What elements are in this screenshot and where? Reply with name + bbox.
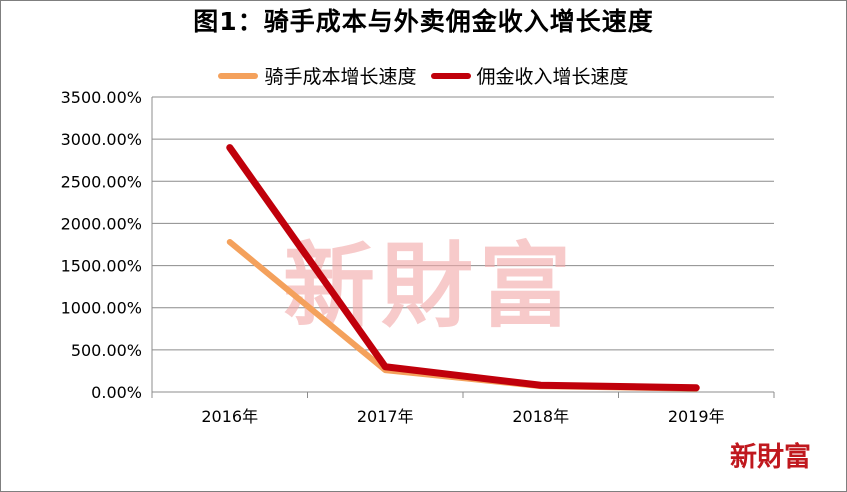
x-tick-label: 2018年 [512,407,569,426]
legend-swatch-rider-cost [218,72,259,79]
watermark-logo-corner: 新財富 [730,442,811,473]
y-tick-label: 1500.00% [61,257,142,276]
x-tick-label: 2016年 [201,407,258,426]
legend-label-commission: 佣金收入增长速度 [476,66,629,88]
legend-swatch-commission [430,72,471,79]
legend-item-rider-cost: 骑手成本增长速度 [218,62,417,89]
y-tick-label: 500.00% [71,341,142,360]
y-tick-label: 2000.00% [61,214,142,233]
y-tick-label: 1000.00% [61,299,142,318]
y-tick-label: 2500.00% [61,172,142,191]
x-tick-label: 2019年 [668,407,725,426]
y-tick-label: 3000.00% [61,130,142,149]
x-tick-label: 2017年 [357,407,414,426]
legend: 骑手成本增长速度 佣金收入增长速度 [0,62,847,89]
chart-title: 图1：骑手成本与外卖佣金收入增长速度 [193,7,654,36]
legend-item-commission: 佣金收入增长速度 [430,62,629,89]
legend-label-rider-cost: 骑手成本增长速度 [264,66,417,88]
y-tick-label: 3500.00% [61,88,142,107]
y-tick-label: 0.00% [91,383,142,402]
series-line-1 [226,144,700,392]
